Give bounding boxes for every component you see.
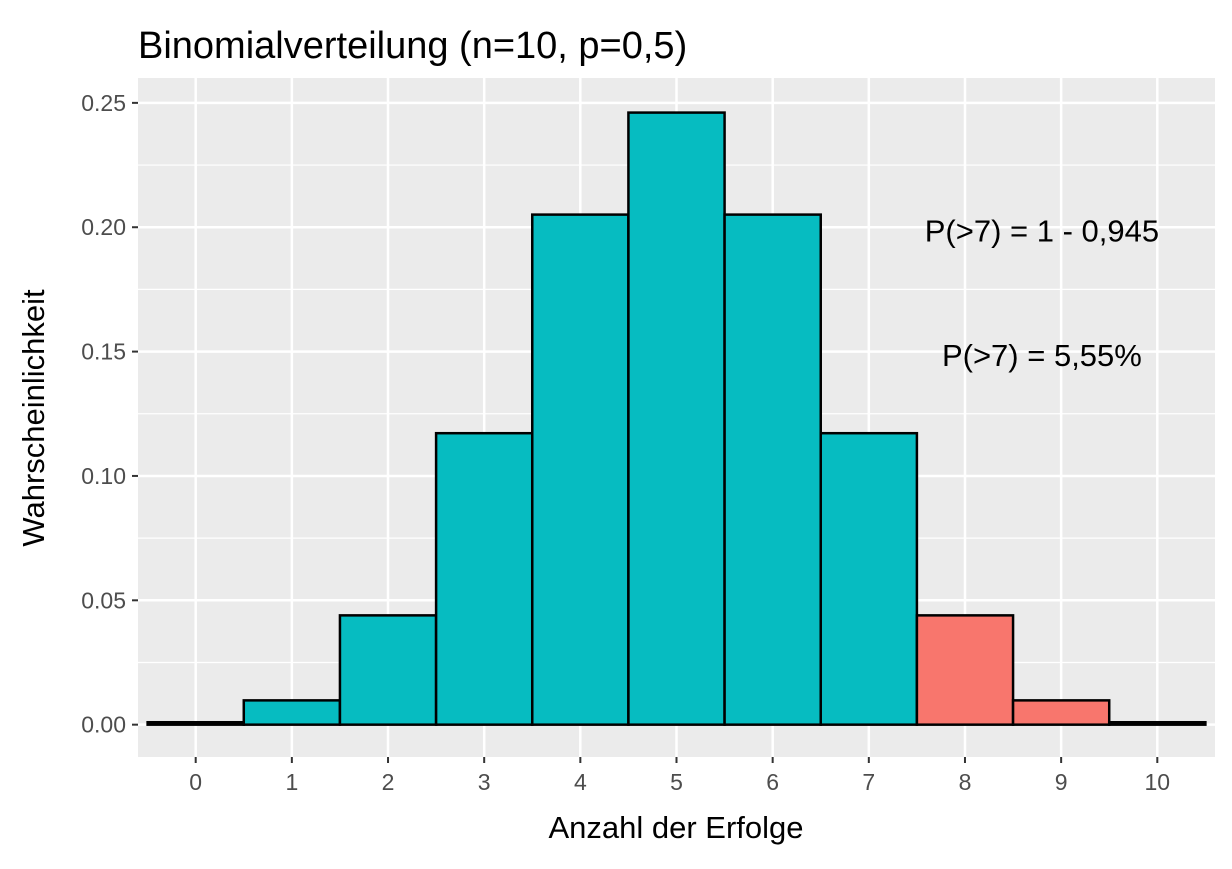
- y-tick-label: 0.20: [81, 214, 126, 240]
- annotation-1: P(>7) = 5,55%: [942, 338, 1142, 373]
- annotations: P(>7) = 1 - 0,945 P(>7) = 5,55%: [925, 214, 1159, 373]
- x-tick-label: 8: [959, 769, 972, 795]
- x-tick-label: 10: [1145, 769, 1171, 795]
- y-axis-title: Wahrscheinlichkeit: [16, 289, 51, 547]
- y-axis: 0.00 0.05 0.10 0.15 0.20 0.25: [81, 90, 138, 738]
- y-tick-label: 0.25: [81, 90, 126, 116]
- annotation-0: P(>7) = 1 - 0,945: [925, 214, 1159, 249]
- bar-8: [915, 614, 1015, 726]
- x-tick-label: 0: [189, 769, 202, 795]
- bar-2: [338, 614, 438, 726]
- y-tick-label: 0.00: [81, 712, 126, 738]
- x-tick-label: 6: [766, 769, 779, 795]
- bar-10: [1107, 720, 1207, 726]
- bars: [146, 111, 1207, 726]
- bar-9: [1011, 699, 1111, 726]
- x-tick-label: 1: [285, 769, 298, 795]
- bar-5: [627, 111, 726, 726]
- x-axis-title: Anzahl der Erfolge: [548, 810, 803, 845]
- bar-6: [723, 213, 822, 726]
- bar-1: [242, 699, 342, 726]
- bar-4: [531, 213, 630, 726]
- y-tick-label: 0.05: [81, 587, 126, 613]
- y-tick-label: 0.15: [81, 339, 126, 365]
- bar-3: [434, 431, 534, 726]
- x-tick-label: 5: [670, 769, 683, 795]
- x-tick-label: 3: [478, 769, 491, 795]
- bar-7: [819, 431, 919, 726]
- bar-0: [146, 720, 246, 726]
- x-axis: 0 1 2 3 4 5 6 7 8 9 10: [189, 757, 1170, 795]
- x-tick-label: 2: [382, 769, 395, 795]
- x-tick-label: 9: [1055, 769, 1068, 795]
- x-tick-label: 7: [862, 769, 875, 795]
- x-tick-label: 4: [574, 769, 587, 795]
- chart-title: Binomialverteilung (n=10, p=0,5): [138, 25, 687, 67]
- y-tick-label: 0.10: [81, 463, 126, 489]
